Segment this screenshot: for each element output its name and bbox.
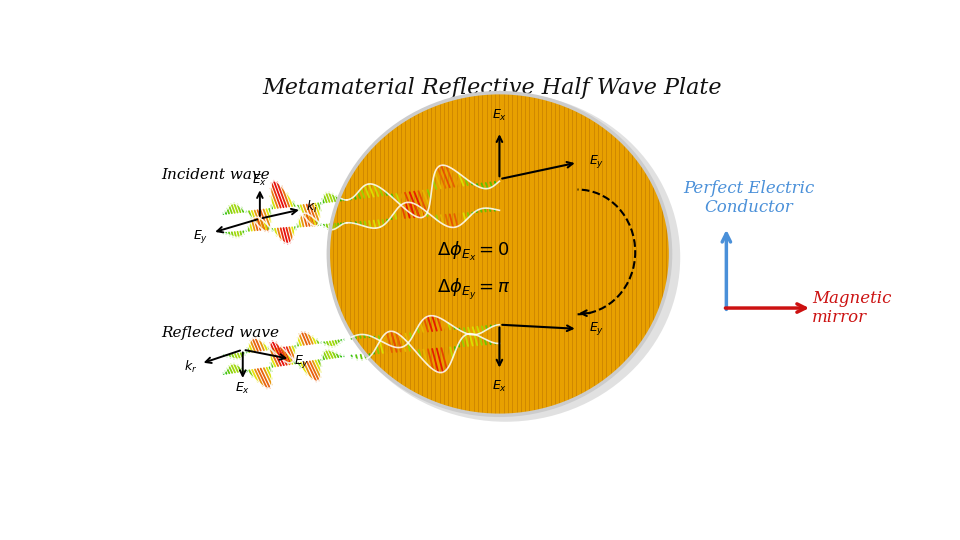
Ellipse shape [330,93,681,422]
Text: $\Delta\phi_{E_y} = \pi$: $\Delta\phi_{E_y} = \pi$ [437,277,510,302]
Text: $E_y$: $E_y$ [294,353,309,370]
Text: $k_i$: $k_i$ [306,199,318,215]
Text: $k_r$: $k_r$ [184,359,198,375]
Text: $E_x$: $E_x$ [252,172,268,187]
Text: Incident wave: Incident wave [161,168,270,182]
Text: Magnetic
mirror: Magnetic mirror [812,290,891,326]
Text: $\Delta\phi_{E_x} = 0$: $\Delta\phi_{E_x} = 0$ [437,240,510,264]
Text: $E_y$: $E_y$ [588,320,604,338]
Ellipse shape [328,93,670,415]
Text: $E_x$: $E_x$ [492,108,507,123]
Text: $E_x$: $E_x$ [235,381,251,396]
Text: $E_x$: $E_x$ [492,379,507,394]
Text: Perfect Electric
Conductor: Perfect Electric Conductor [684,180,814,216]
Text: $E_y$: $E_y$ [588,153,604,170]
Text: Reflected wave: Reflected wave [161,326,279,340]
Text: $E_y$: $E_y$ [194,227,208,245]
Text: Metamaterial Reflective Half Wave Plate: Metamaterial Reflective Half Wave Plate [262,77,722,99]
